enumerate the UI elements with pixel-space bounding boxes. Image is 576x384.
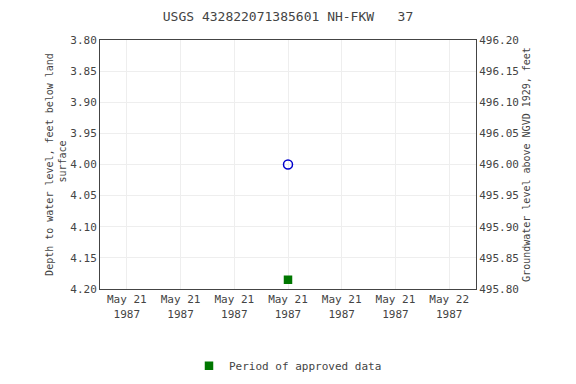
svg-text:Depth to water level, feet bel: Depth to water level, feet below land su… xyxy=(44,53,68,276)
svg-text:495.90: 495.90 xyxy=(479,221,519,234)
svg-text:Groundwater level above NGVD 1: Groundwater level above NGVD 1929, feet xyxy=(521,47,532,282)
svg-text:4.20: 4.20 xyxy=(70,283,97,296)
svg-text:496.10: 496.10 xyxy=(479,96,519,109)
svg-text:3.95: 3.95 xyxy=(70,127,97,140)
svg-text:May 221987: May 221987 xyxy=(429,293,469,320)
svg-text:4.15: 4.15 xyxy=(70,252,97,265)
svg-text:May 211987: May 211987 xyxy=(161,293,201,320)
svg-text:May 211987: May 211987 xyxy=(376,293,416,320)
svg-text:495.80: 495.80 xyxy=(479,283,519,296)
svg-text:May 211987: May 211987 xyxy=(107,293,147,320)
svg-text:496.00: 496.00 xyxy=(479,158,519,171)
svg-text:USGS 432822071385601 NH-FKW: USGS 432822071385601 NH-FKW 37 xyxy=(163,9,413,24)
svg-text:3.80: 3.80 xyxy=(70,34,97,47)
svg-text:496.15: 496.15 xyxy=(479,65,519,78)
svg-text:4.00: 4.00 xyxy=(70,158,97,171)
svg-text:May 211987: May 211987 xyxy=(214,293,254,320)
svg-text:496.05: 496.05 xyxy=(479,127,519,140)
svg-text:4.10: 4.10 xyxy=(70,221,97,234)
svg-text:495.95: 495.95 xyxy=(479,189,519,202)
svg-text:3.85: 3.85 xyxy=(70,65,97,78)
svg-text:May 211987: May 211987 xyxy=(268,293,308,320)
svg-text:May 211987: May 211987 xyxy=(322,293,362,320)
svg-text:Period of approved data: Period of approved data xyxy=(229,360,381,373)
svg-text:495.85: 495.85 xyxy=(479,252,519,265)
svg-text:496.20: 496.20 xyxy=(479,34,519,47)
svg-text:3.90: 3.90 xyxy=(70,96,97,109)
svg-text:4.05: 4.05 xyxy=(70,189,97,202)
